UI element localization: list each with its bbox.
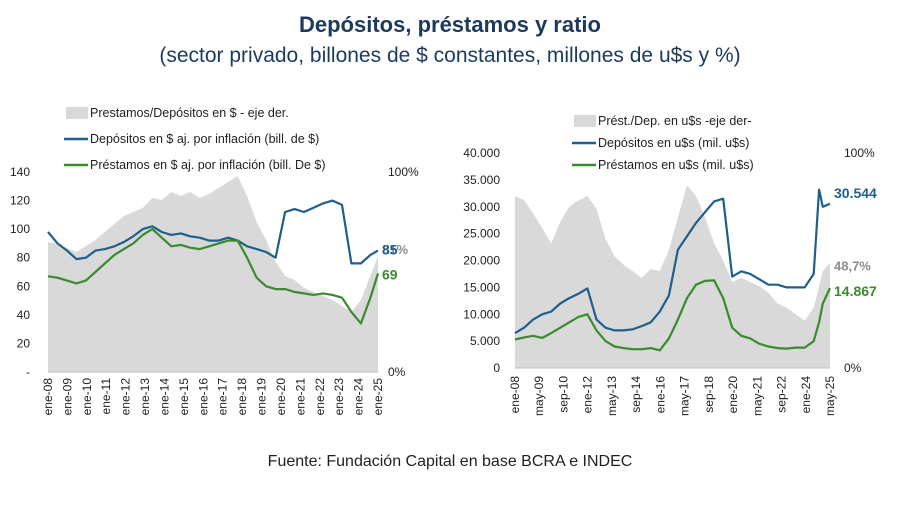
chart2-x-tick-label: ene-24 <box>799 376 813 414</box>
chart2-x-tick-label: ene-20 <box>726 376 740 414</box>
chart-title: Depósitos, préstamos y ratio <box>299 12 601 37</box>
chart1-x-tick-label: ene-17 <box>216 378 230 416</box>
chart2-y2-tick-label: 100% <box>844 146 875 160</box>
chart1-y-tick-label: - <box>26 365 30 379</box>
chart1-x-tick-label: ene-21 <box>293 378 307 416</box>
chart1-x-tick-label: ene-19 <box>255 378 269 416</box>
chart1-x-tick-label: ene-25 <box>371 378 385 416</box>
chart1-x-tick-label: ene-14 <box>158 378 172 416</box>
chart2-x-tick-label: may-13 <box>605 376 619 416</box>
chart1-x-tick-label: ene-23 <box>332 378 346 416</box>
chart2-y-tick-label: 15.000 <box>463 280 500 294</box>
chart2-deposits-end-label: 30.544 <box>834 185 877 201</box>
chart1-y-tick-label: 100 <box>10 222 30 236</box>
chart2-x-tick-label: sep-10 <box>557 376 571 413</box>
chart1-x-tick-label: ene-22 <box>313 378 327 416</box>
chart1-deposits-end-label: 85 <box>382 242 398 258</box>
chart2-legend-label: Depósitos en u$s (mil. u$s) <box>598 136 749 150</box>
chart2-x-tick-label: may-09 <box>532 376 546 416</box>
chart2-x-tick-label: ene-16 <box>653 376 667 414</box>
chart2-loans-line <box>514 279 831 352</box>
chart2-legend-swatch <box>574 115 596 127</box>
chart1-ratio-area <box>48 176 378 372</box>
chart1-x-tick-label: ene-10 <box>80 378 94 416</box>
chart2-x-tick-label: may-25 <box>823 376 837 416</box>
chart2-y2-tick-label: 0% <box>844 361 862 375</box>
chart2-legend-label: Préstamos en u$s (mil. u$s) <box>598 158 754 172</box>
chart1-ratio-end-label: 81% <box>382 242 408 257</box>
chart2-x-tick-label: ene-08 <box>508 376 522 414</box>
chart1-x-tick-label: ene-20 <box>274 378 288 416</box>
chart1-x-tick-label: ene-08 <box>41 378 55 416</box>
chart1-loans-line <box>47 228 380 325</box>
chart1-y-tick-label: 20 <box>17 336 31 350</box>
chart1-x-tick-label: ene-18 <box>235 378 249 416</box>
chart1-y-tick-label: 120 <box>10 194 30 208</box>
chart2-x-tick-label: ene-12 <box>581 376 595 414</box>
chart2-x-tick-label: may-17 <box>678 376 692 416</box>
source-note: Fuente: Fundación Capital en base BCRA e… <box>267 453 633 470</box>
chart2-y-tick-label: 20.000 <box>463 254 500 268</box>
chart1-legend-label: Préstamos en $ aj. por inflación (bill. … <box>90 158 326 172</box>
chart2-y-tick-label: 5.000 <box>470 334 500 348</box>
chart2-y-tick-label: 25.000 <box>463 227 500 241</box>
chart2-x-tick-label: may-21 <box>750 376 764 416</box>
chart2-y-tick-label: 35.000 <box>463 173 500 187</box>
chart2-y-tick-label: 10.000 <box>463 307 500 321</box>
chart1-y-tick-label: 140 <box>10 165 30 179</box>
chart1-x-tick-label: ene-12 <box>119 378 133 416</box>
chart1-legend-label: Depósitos en $ aj. por inflación (bill. … <box>90 132 319 146</box>
chart1-x-tick-label: ene-24 <box>352 378 366 416</box>
chart1-legend-label: Prestamos/Depósitos en $ - eje der. <box>90 106 289 120</box>
chart2-y-tick-label: 0 <box>493 361 500 375</box>
chart2-y-tick-label: 40.000 <box>463 146 500 160</box>
chart2-legend-label: Prést./Dep. en u$s -eje der- <box>598 114 752 128</box>
chart1-deposits-line <box>47 199 379 265</box>
chart2-deposits-line <box>514 188 831 335</box>
chart2-loans-end-label: 14.867 <box>834 283 877 299</box>
chart2-ratio-end-label: 48,7% <box>834 259 871 274</box>
chart1-legend-swatch <box>66 107 88 119</box>
chart1-y2-tick-label: 100% <box>388 165 419 179</box>
chart1-y-tick-label: 80 <box>17 251 31 265</box>
chart1-y-tick-label: 60 <box>17 279 31 293</box>
chart2-x-tick-label: sep-18 <box>702 376 716 413</box>
chart2-y-tick-label: 30.000 <box>463 200 500 214</box>
chart1-x-tick-label: ene-11 <box>99 378 113 415</box>
chart1-y-tick-label: 40 <box>17 308 31 322</box>
chart1-x-tick-label: ene-13 <box>138 378 152 416</box>
chart1-x-tick-label: ene-16 <box>196 378 210 416</box>
chart2-x-tick-label: sep-22 <box>775 376 789 413</box>
chart1-x-tick-label: ene-09 <box>60 378 74 416</box>
chart1-x-tick-label: ene-15 <box>177 378 191 416</box>
chart1-loans-end-label: 69 <box>382 266 398 282</box>
chart-subtitle: (sector privado, billones de $ constante… <box>159 44 741 67</box>
chart2-x-tick-label: sep-14 <box>629 376 643 413</box>
chart1-y2-tick-label: 0% <box>388 365 406 379</box>
